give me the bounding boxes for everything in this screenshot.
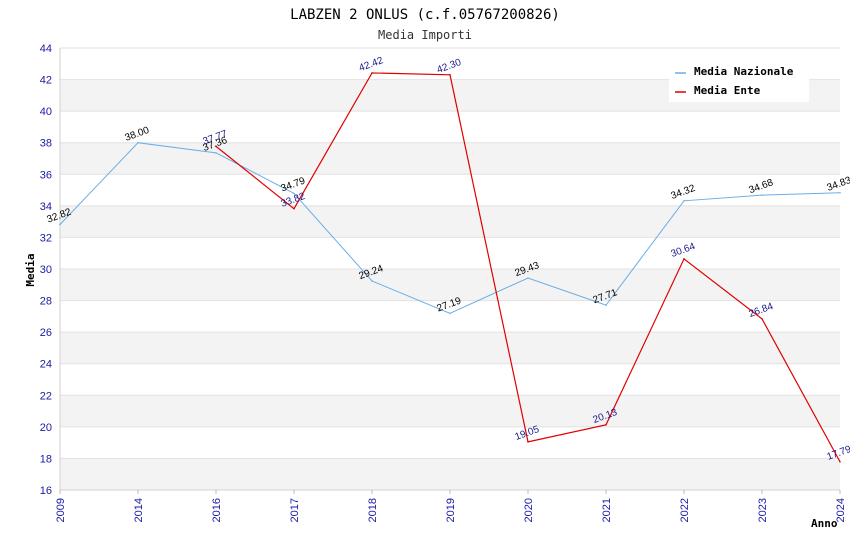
x-tick-label: 2019 [445, 498, 457, 522]
x-tick-label: 2022 [679, 498, 691, 522]
x-tick-label: 2016 [211, 498, 223, 522]
data-point-media-nazionale [215, 152, 217, 154]
chart-title: LABZEN 2 ONLUS (c.f.05767200826) [290, 7, 560, 23]
legend: Media Nazionale Media Ente [669, 60, 809, 102]
x-tick-label: 2024 [835, 498, 847, 522]
data-point-media-nazionale [449, 312, 451, 315]
data-point-media-ente [215, 145, 217, 148]
data-point-media-ente [839, 460, 841, 463]
data-point-media-nazionale [605, 304, 607, 306]
grid-band [60, 458, 840, 490]
chart-subtitle: Media Importi [378, 28, 472, 42]
data-point-media-nazionale [371, 280, 373, 282]
y-tick-label: 32 [40, 232, 52, 244]
x-tick-label: 2014 [133, 498, 145, 522]
y-tick-label: 22 [40, 390, 52, 402]
data-point-media-ente [449, 74, 451, 76]
data-point-media-ente [527, 441, 529, 443]
data-point-media-nazionale [293, 192, 295, 195]
legend-label-media-ente: Media Ente [694, 84, 761, 97]
grid-band [60, 237, 840, 269]
x-tick-label: 2017 [289, 498, 301, 522]
data-point-media-nazionale [683, 200, 685, 202]
grid-band [60, 332, 840, 364]
grid-band [60, 395, 840, 427]
y-axis-label: Media [24, 253, 37, 286]
legend-box [669, 60, 809, 102]
data-point-media-ente [761, 318, 763, 320]
x-tick-label: 2023 [757, 498, 769, 522]
data-point-media-nazionale [137, 141, 139, 144]
grid-band [60, 426, 840, 459]
y-tick-label: 36 [40, 169, 52, 181]
x-tick-label: 2018 [367, 498, 379, 522]
legend-label-media-nazionale: Media Nazionale [694, 65, 794, 78]
x-axis-label: Anno [811, 517, 838, 530]
plot-background-bands [60, 48, 840, 490]
x-tick-labels: 2009 2014 2016 2017 2018 2019 2020 2021 2022 2023… [55, 490, 847, 522]
y-tick-label: 42 [40, 75, 52, 87]
data-point-media-nazionale [59, 223, 61, 226]
y-tick-label: 20 [40, 422, 52, 434]
grid-band [60, 142, 840, 175]
x-tick-label: 2021 [601, 498, 613, 522]
data-point-media-ente [371, 72, 373, 74]
grid-band [60, 363, 840, 396]
y-tick-label: 24 [40, 359, 52, 371]
grid-band [60, 111, 840, 143]
data-point-media-nazionale [527, 277, 529, 279]
data-point-media-ente [293, 207, 295, 210]
grid-band [60, 205, 840, 238]
y-tick-label: 28 [40, 296, 52, 308]
y-tick-labels: 16 18 20 22 24 26 28 30 32 34 36 38 40 42 44 [40, 43, 52, 497]
data-point-media-nazionale [761, 194, 763, 196]
grid-band [60, 174, 840, 206]
x-tick-label: 2009 [55, 498, 67, 522]
gridlines [60, 47, 840, 491]
y-tick-label: 30 [40, 264, 52, 276]
grid-band [60, 269, 840, 301]
y-tick-label: 44 [40, 43, 52, 55]
data-point-media-ente [683, 258, 685, 260]
series-layer [59, 72, 841, 463]
y-tick-label: 40 [40, 106, 52, 118]
y-tick-label: 26 [40, 327, 52, 339]
y-tick-label: 34 [40, 201, 52, 213]
data-point-media-nazionale [839, 191, 841, 194]
y-tick-label: 16 [40, 485, 52, 497]
y-tick-label: 38 [40, 138, 52, 150]
x-tick-label: 2020 [523, 498, 535, 522]
grid-band [60, 300, 840, 333]
y-tick-label: 18 [40, 453, 52, 465]
data-point-media-ente [605, 424, 607, 426]
